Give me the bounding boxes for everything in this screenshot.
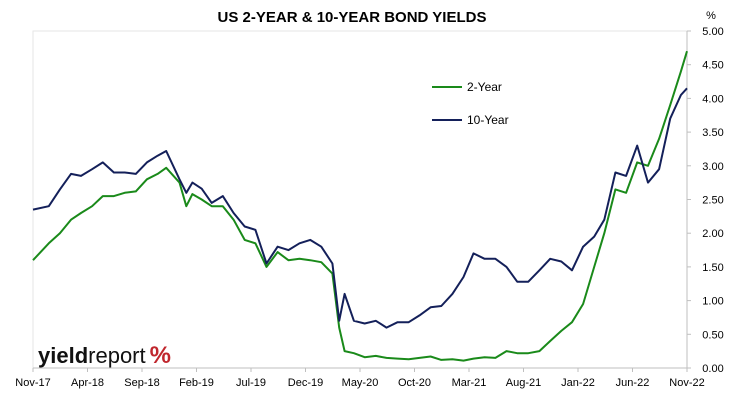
x-tick-label: Aug-21: [506, 377, 541, 389]
series-layer: [32, 50, 688, 362]
y-tick-label: 0.50: [702, 329, 723, 341]
series-line-10-year: [32, 87, 688, 329]
series-line-2-year: [32, 50, 688, 362]
y-tick-label: 3.00: [702, 161, 723, 173]
logo-text-yield: yield: [38, 343, 88, 368]
x-tick-label: Nov-17: [15, 377, 50, 389]
y-tick-label: 0.00: [702, 363, 723, 375]
x-tick-label: Jul-19: [236, 377, 266, 389]
x-axis-ticks: Nov-17 Apr-18 Sep-18 Feb-19 Jul-19 Dec-19 May-…: [15, 368, 705, 389]
yieldreport-logo: yieldreport%: [38, 342, 171, 369]
svg-text:yieldreport%: yieldreport%: [38, 342, 171, 369]
y-tick-label: 1.50: [702, 262, 723, 274]
plot-area: [32, 30, 688, 369]
y-tick-label: 4.00: [702, 93, 723, 105]
y-tick-label: 1.00: [702, 296, 723, 308]
logo-text-report: report: [88, 343, 145, 368]
logo-percent-icon: %: [150, 342, 171, 369]
x-tick-label: May-20: [342, 377, 379, 389]
x-tick-label: Jun-22: [616, 377, 650, 389]
x-tick-label: Dec-19: [288, 377, 323, 389]
legend-label-2-year: 2-Year: [467, 80, 502, 94]
x-tick-label: Sep-18: [124, 377, 159, 389]
legend-label-10-year: 10-Year: [467, 113, 509, 127]
y-tick-label: 3.50: [702, 127, 723, 139]
y-tick-label: 2.00: [702, 228, 723, 240]
y-tick-label: 4.50: [702, 60, 723, 72]
y-tick-label: 5.00: [702, 26, 723, 38]
x-tick-label: Mar-21: [452, 377, 487, 389]
x-tick-label: Jan-22: [561, 377, 595, 389]
chart-title: US 2-YEAR & 10-YEAR BOND YIELDS: [218, 9, 487, 26]
y-tick-label: 2.50: [702, 195, 723, 207]
x-tick-label: Apr-18: [71, 377, 104, 389]
x-tick-label: Feb-19: [179, 377, 214, 389]
x-tick-label: Nov-22: [669, 377, 704, 389]
y-axis-ticks: 0.00 0.50 1.00 1.50 2.00 2.50 3.00 3.50 4.00 4.50…: [687, 26, 724, 375]
legend: 2-Year 10-Year: [432, 80, 509, 127]
x-tick-label: Oct-20: [398, 377, 431, 389]
y-axis-unit: %: [706, 10, 716, 22]
